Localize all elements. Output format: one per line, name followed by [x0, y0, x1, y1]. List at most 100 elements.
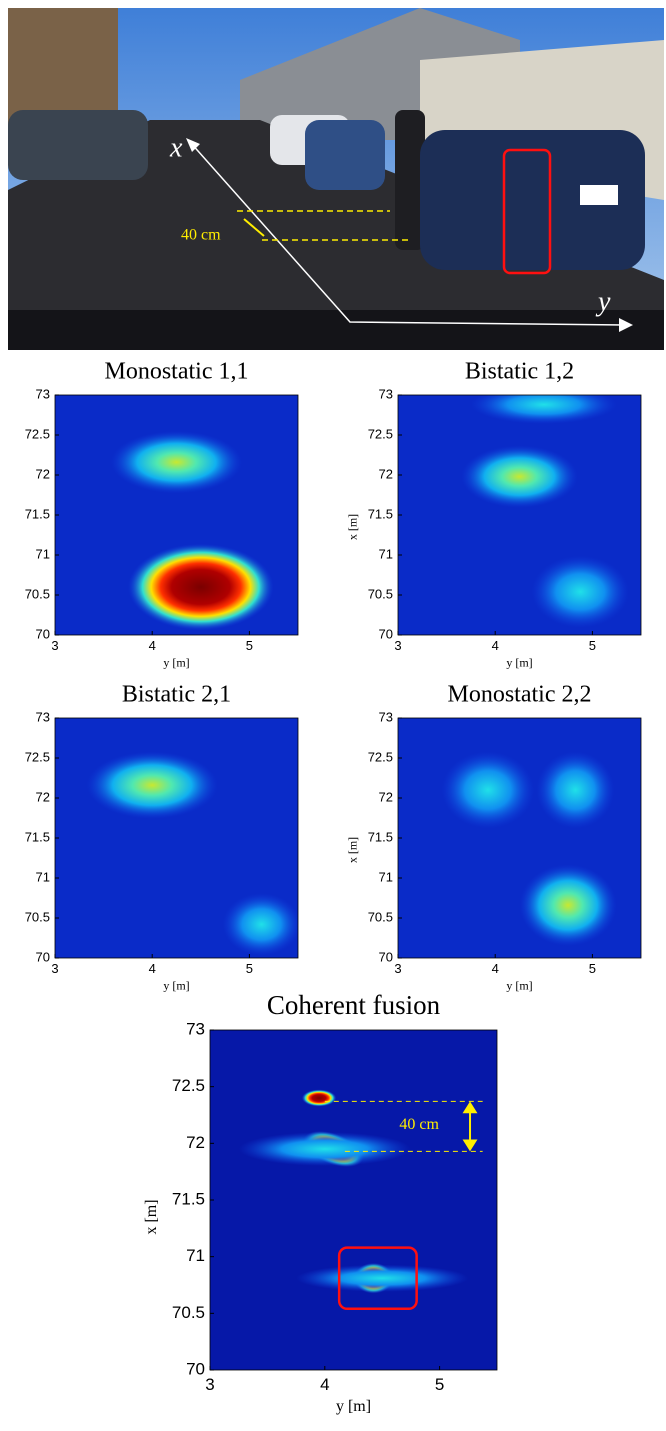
- intensity-blob: [110, 431, 243, 494]
- y-tick-label: 73: [379, 386, 393, 401]
- plot-area: [398, 395, 641, 635]
- plot-area: [55, 395, 298, 635]
- intensity-blob: [86, 751, 218, 819]
- heatmap-plot: Bistatic 2,1 70 70.5 71 71.5 72 72.5 73 3 4 5 y [m]: [25, 682, 299, 992]
- y-tick-label: 71.5: [172, 1189, 205, 1208]
- y-tick-label: 72: [186, 1133, 205, 1152]
- y-tick-label: 71.5: [25, 506, 50, 521]
- arrow-head: [462, 1101, 478, 1114]
- x-tick-label: 4: [320, 1375, 329, 1394]
- x-tick-label: 3: [394, 961, 401, 976]
- x-tick-label: 4: [492, 638, 499, 653]
- y-tick-label: 70: [186, 1359, 205, 1378]
- heatmap-background: [210, 1030, 497, 1370]
- x-axis-label: y [m]: [336, 1398, 371, 1415]
- arrow-head: [186, 138, 200, 152]
- x-tick-label: 5: [246, 961, 253, 976]
- y-tick-label: 72.5: [368, 426, 393, 441]
- y-tick-label: 71: [36, 546, 50, 561]
- chart-title: Coherent fusion: [267, 990, 441, 1020]
- annotation: 40 cm: [181, 227, 221, 244]
- y-axis-label: x [m]: [143, 1199, 160, 1234]
- chart-title: Bistatic 2,1: [122, 682, 231, 708]
- x-axis-label: y [m]: [163, 978, 189, 992]
- y-tick-label: 70.5: [25, 586, 50, 601]
- annotation: 40 cm: [399, 1116, 439, 1133]
- plot-area: [210, 1030, 497, 1370]
- y-axis-label: x [m]: [346, 837, 360, 863]
- y-tick-label: 71.5: [368, 506, 393, 521]
- road: [8, 120, 664, 350]
- y-tick-label: 72.5: [25, 749, 50, 764]
- x-tick-label: 5: [589, 961, 596, 976]
- plot-area: [55, 718, 298, 958]
- y-axis-label: y: [595, 286, 611, 317]
- y-tick-label: 70.5: [368, 586, 393, 601]
- x-axis-label: y [m]: [506, 978, 532, 992]
- x-axis-label: y [m]: [163, 655, 189, 669]
- y-tick-label: 73: [379, 709, 393, 724]
- target-car: [420, 130, 645, 270]
- y-tick-label: 70: [36, 949, 50, 964]
- heatmap-plot: Monostatic 2,2 70 70.5 71 71.5 72 72.5 73 3 4 5 y […: [346, 682, 642, 992]
- x-tick-label: 5: [246, 638, 253, 653]
- intensity-blob: [238, 1132, 411, 1166]
- y-tick-label: 73: [36, 386, 50, 401]
- y-tick-label: 72: [379, 466, 393, 481]
- y-tick-label: 71: [379, 546, 393, 561]
- y-tick-label: 70.5: [172, 1303, 205, 1322]
- x-tick-label: 4: [149, 638, 156, 653]
- intensity-blob: [301, 1089, 337, 1107]
- target-box: [337, 1246, 418, 1311]
- arrow-head: [619, 318, 633, 332]
- y-tick-label: 71.5: [25, 829, 50, 844]
- x-tick-label: 4: [149, 961, 156, 976]
- target-box: [502, 148, 552, 275]
- pedestrian: [395, 110, 425, 250]
- x-tick-label: 3: [394, 638, 401, 653]
- y-tick-label: 72: [379, 789, 393, 804]
- hood: [8, 310, 664, 350]
- y-tick-label: 72: [36, 466, 50, 481]
- x-tick-label: 5: [435, 1375, 444, 1394]
- intensity-blob: [461, 445, 578, 508]
- y-tick-label: 70: [379, 626, 393, 641]
- y-tick-label: 71: [379, 869, 393, 884]
- heatmap-plot: Monostatic 1,1 70 70.5 71 71.5 72 72.5 73 3 4 5 y […: [25, 359, 299, 669]
- x-axis-label: y [m]: [506, 655, 532, 669]
- intensity-blob: [536, 751, 615, 829]
- x-tick-label: 3: [51, 638, 58, 653]
- intensity-blob: [519, 864, 617, 946]
- arrow-head: [462, 1139, 478, 1152]
- intensity-blob: [127, 543, 274, 631]
- y-tick-label: 70: [379, 949, 393, 964]
- x-tick-label: 5: [589, 638, 596, 653]
- plate: [580, 185, 618, 205]
- photo: x y 40 cm: [8, 8, 664, 350]
- y-tick-label: 71: [36, 869, 50, 884]
- y-axis-label: x [m]: [346, 514, 360, 540]
- y-tick-label: 72: [36, 789, 50, 804]
- y-tick-label: 70: [36, 626, 50, 641]
- x-tick-label: 3: [51, 961, 58, 976]
- axis-arrow: [189, 141, 626, 326]
- y-tick-label: 72.5: [172, 1076, 205, 1095]
- y-tick-label: 72.5: [368, 749, 393, 764]
- intensity-blob: [470, 395, 617, 424]
- parked-cars-left: [8, 110, 148, 180]
- x-tick-label: 4: [492, 961, 499, 976]
- chart-title: Monostatic 2,2: [448, 682, 592, 708]
- distance-arrow: [243, 218, 265, 237]
- intensity-blob: [441, 751, 535, 829]
- y-tick-label: 72.5: [25, 426, 50, 441]
- y-tick-label: 73: [36, 709, 50, 724]
- intensity-blob: [531, 555, 629, 628]
- heatmap-plot: Coherent fusion 70 70.5 71 71.5 72 72.5 73 3 4 5 y …: [143, 990, 498, 1415]
- y-tick-label: 73: [186, 1019, 205, 1038]
- y-tick-label: 70.5: [25, 909, 50, 924]
- x-axis-label: x: [169, 132, 183, 163]
- x-tick-label: 3: [205, 1375, 214, 1394]
- y-tick-label: 71.5: [368, 829, 393, 844]
